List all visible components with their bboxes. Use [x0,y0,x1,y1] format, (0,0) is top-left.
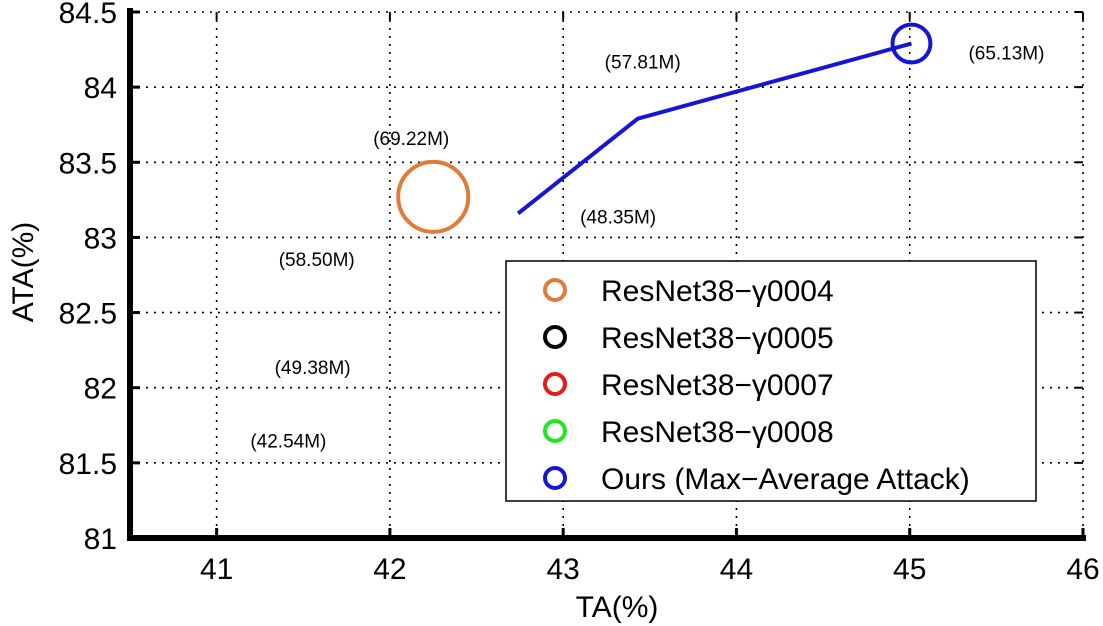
legend-marker [543,325,567,349]
legend-marker [543,278,567,302]
plot-frame [127,8,1086,541]
x-tick-label: 44 [720,553,753,586]
x-tick-label: 46 [1066,553,1099,586]
y-tick-label: 82 [84,373,117,406]
x-tick-label: 43 [546,553,579,586]
y-axis-label: ATA(%) [7,222,40,323]
point-annotation: (69.22M) [373,129,449,150]
legend-entry: ResNet38−γ0007 [601,369,834,402]
y-tick-label: 84.5 [59,0,117,30]
axis-ticks: 41 42 43 44 45 46 81 81.5 82 82.5 83 83.5 84 84.5 [59,0,1100,586]
y-tick-label: 83 [84,222,117,255]
legend-marker [543,372,567,396]
point-annotations: (69.22M) (58.50M) (49.38M) (42.54M) (48.35M)… [250,44,1044,453]
series-0 [396,159,471,234]
series-4 [516,22,933,215]
x-tick-label: 42 [373,553,406,586]
point-annotation: (57.81M) [605,53,681,74]
point-annotation: (58.50M) [279,250,355,271]
point-annotation: (42.54M) [250,431,326,452]
point-annotation: (48.35M) [580,207,656,228]
x-axis-label: TA(%) [576,591,659,624]
point-annotation: (65.13M) [968,44,1044,65]
legend-marker [543,466,567,490]
legend: ResNet38−γ0004 ResNet38−γ0005 ResNet38−γ00… [505,260,1037,502]
y-tick-label: 81.5 [59,448,117,481]
x-tick-label: 41 [200,553,233,586]
y-tick-label: 81 [84,523,117,556]
y-tick-label: 82.5 [59,298,117,331]
data-point-marker [890,22,933,65]
data-series [396,22,933,234]
data-point-marker [396,159,471,234]
point-annotation: (49.38M) [275,358,351,379]
legend-box [505,260,1037,502]
legend-marker [543,419,567,443]
legend-entry: ResNet38−γ0008 [601,416,834,449]
series-line [516,41,912,215]
legend-entry: Ours (Max−Average Attack) [601,463,970,496]
y-tick-label: 84 [84,72,117,105]
y-tick-label: 83.5 [59,147,117,180]
legend-entry: ResNet38−γ0004 [601,275,834,308]
legend-entry: ResNet38−γ0005 [601,322,834,355]
x-tick-label: 45 [893,553,926,586]
